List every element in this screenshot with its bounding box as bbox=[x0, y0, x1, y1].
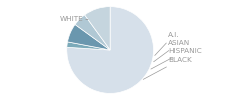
Wedge shape bbox=[67, 42, 110, 50]
Text: BLACK: BLACK bbox=[143, 57, 192, 79]
Wedge shape bbox=[67, 24, 110, 50]
Wedge shape bbox=[75, 15, 110, 50]
Text: ASIAN: ASIAN bbox=[154, 40, 190, 62]
Text: A.I.: A.I. bbox=[155, 32, 179, 56]
Wedge shape bbox=[67, 7, 154, 93]
Text: HISPANIC: HISPANIC bbox=[151, 48, 202, 69]
Text: WHITE: WHITE bbox=[59, 16, 88, 22]
Wedge shape bbox=[85, 7, 110, 50]
